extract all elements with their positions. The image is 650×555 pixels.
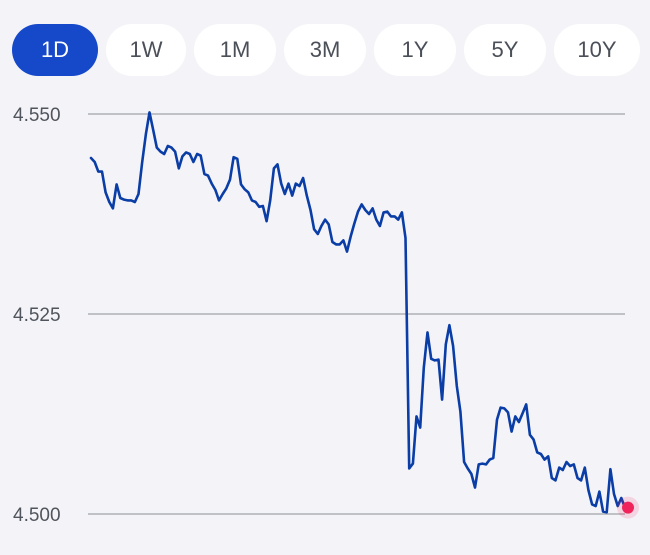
timeframe-tabs: 1D 1W 1M 3M 1Y 5Y 10Y — [12, 24, 640, 78]
y-tick-label-1: 4.525 — [13, 305, 61, 326]
tab-5y[interactable]: 5Y — [464, 24, 546, 76]
tab-3m[interactable]: 3M — [284, 24, 366, 76]
y-tick-label-2: 4.500 — [13, 505, 61, 526]
series-line — [89, 111, 627, 514]
last-point-marker — [622, 501, 634, 514]
tab-1y[interactable]: 1Y — [374, 24, 456, 76]
tab-1m[interactable]: 1M — [194, 24, 276, 76]
tab-1d[interactable]: 1D — [12, 24, 98, 76]
y-tick-label-0: 4.550 — [13, 105, 61, 126]
tab-10y[interactable]: 10Y — [554, 24, 640, 76]
tab-1w[interactable]: 1W — [106, 24, 186, 76]
